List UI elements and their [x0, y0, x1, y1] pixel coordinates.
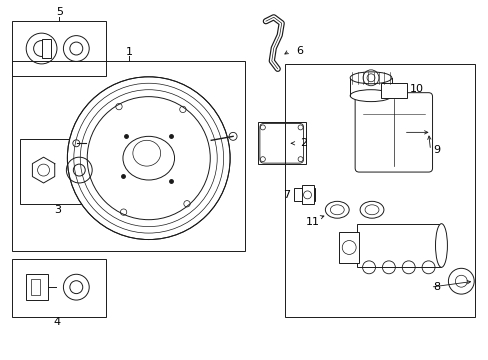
- Text: 7: 7: [283, 190, 290, 200]
- Text: 1: 1: [125, 47, 132, 57]
- Circle shape: [87, 96, 210, 220]
- Text: 4: 4: [54, 317, 61, 327]
- Bar: [380, 83, 406, 98]
- Ellipse shape: [435, 224, 447, 267]
- Bar: [20, 139, 106, 204]
- Bar: [12, 21, 106, 76]
- Bar: [284, 64, 474, 317]
- Bar: [339, 231, 358, 264]
- Bar: [356, 224, 441, 267]
- Text: 3: 3: [54, 205, 61, 215]
- Text: 9: 9: [432, 145, 439, 155]
- Ellipse shape: [349, 72, 391, 84]
- Bar: [42, 39, 51, 58]
- Bar: [26, 274, 47, 300]
- FancyBboxPatch shape: [354, 93, 432, 172]
- Text: 11: 11: [305, 217, 319, 227]
- Bar: [293, 188, 315, 201]
- Bar: [257, 122, 305, 164]
- Bar: [12, 61, 244, 251]
- Ellipse shape: [349, 90, 391, 102]
- Text: 2: 2: [299, 138, 306, 148]
- Text: 6: 6: [295, 46, 303, 56]
- Bar: [31, 279, 40, 295]
- Text: 10: 10: [409, 84, 423, 94]
- Bar: [301, 185, 314, 204]
- Text: 5: 5: [56, 7, 63, 17]
- Circle shape: [67, 77, 230, 239]
- Bar: [12, 260, 106, 317]
- Text: 8: 8: [432, 282, 439, 292]
